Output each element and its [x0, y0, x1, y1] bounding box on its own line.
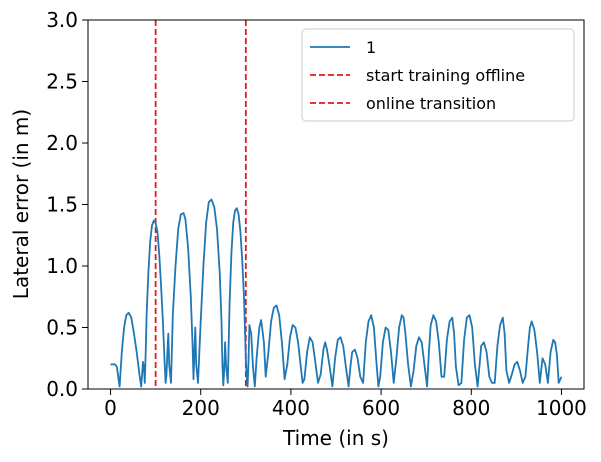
y-tick-label: 1.5: [46, 193, 78, 217]
y-tick-label: 0.0: [46, 377, 78, 401]
x-tick-label: 400: [272, 396, 310, 420]
legend-label: online transition: [366, 94, 496, 113]
series-line-1: [110, 198, 563, 388]
x-tick-label: 800: [452, 396, 490, 420]
legend: 1 start training offline online transition: [301, 28, 575, 122]
series-layer: [110, 198, 563, 388]
legend-label: start training offline: [366, 66, 525, 85]
y-axis-title: Lateral error (in m): [9, 109, 33, 299]
y-tick-label: 0.5: [46, 316, 78, 340]
x-axis-title: Time (in s): [282, 426, 389, 450]
x-tick-label: 200: [182, 396, 220, 420]
y-tick-label: 3.0: [46, 8, 78, 32]
y-tick-label: 1.0: [46, 254, 78, 278]
y-tick-label: 2.0: [46, 131, 78, 155]
x-tick-label: 1000: [536, 396, 587, 420]
legend-label: 1: [366, 38, 376, 57]
y-axis-ticks: 0.0 0.5 1.0 1.5 2.0 2.5 3.0: [46, 8, 88, 401]
y-tick-label: 2.5: [46, 70, 78, 94]
x-tick-label: 600: [362, 396, 400, 420]
x-axis-ticks: 0 200 400 600 800 1000: [104, 389, 587, 420]
reference-lines: [154, 20, 247, 389]
legend-box: [301, 28, 575, 122]
x-tick-label: 0: [104, 396, 117, 420]
